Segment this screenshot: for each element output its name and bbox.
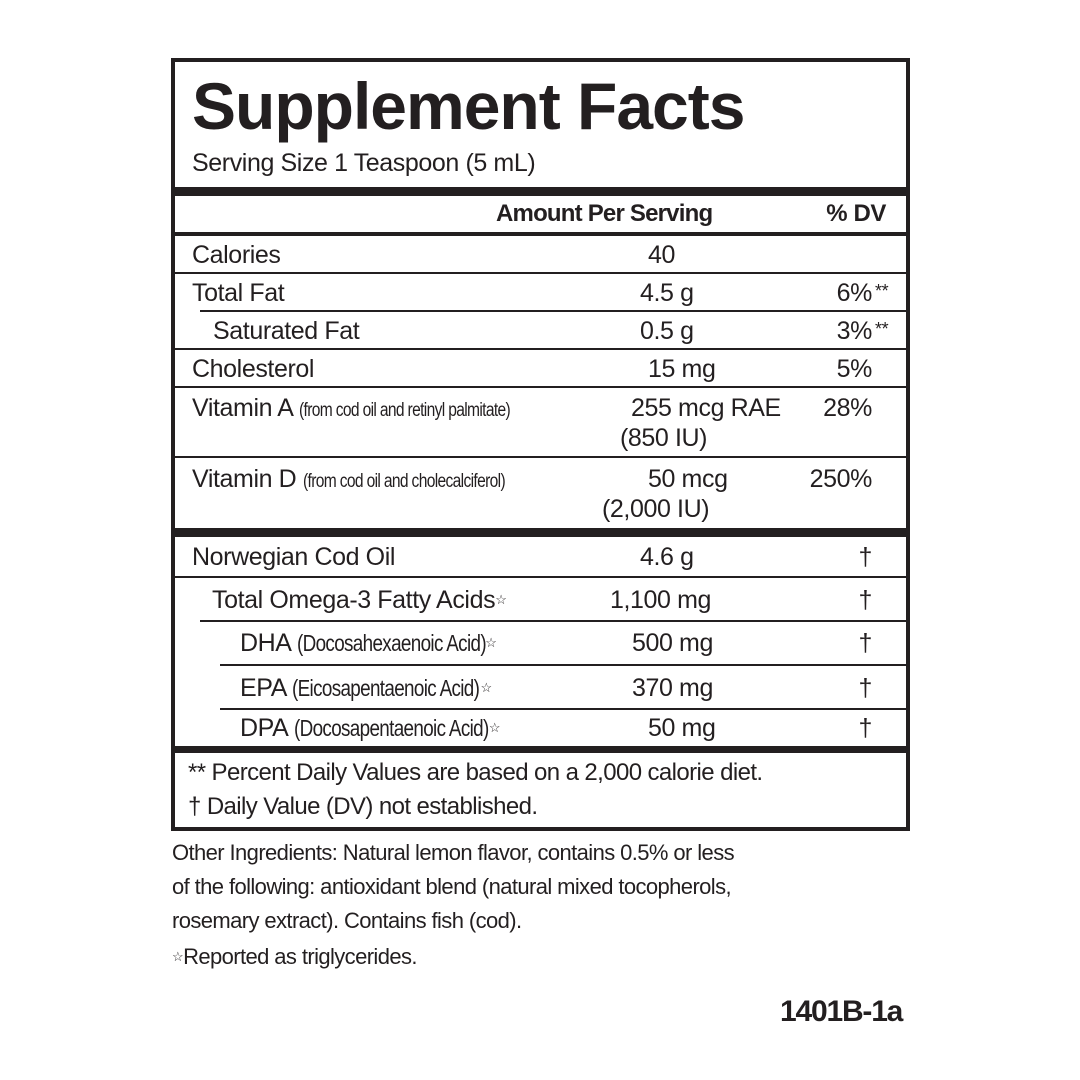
ingredient-detail: (Docosapentaenoic Acid) bbox=[293, 715, 489, 741]
row-rule bbox=[200, 310, 906, 312]
ingredient-name: Norwegian Cod Oil bbox=[192, 543, 396, 571]
other-ingredients-line: of the following: antioxidant blend (nat… bbox=[172, 874, 732, 899]
footnote-dagger: † Daily Value (DV) not established. bbox=[188, 793, 538, 820]
nutrient-name: Calories bbox=[192, 241, 281, 269]
row-rule bbox=[175, 272, 906, 274]
nutrient-name: Cholesterol bbox=[192, 355, 315, 383]
nutrient-dv-mark: ** bbox=[875, 281, 889, 301]
serving-size: Serving Size 1 Teaspoon (5 mL) bbox=[192, 149, 536, 177]
ingredient-amount: 370 mg bbox=[632, 674, 713, 702]
ingredient-amount: 500 mg bbox=[632, 629, 713, 657]
ingredient-detail: (Eicosapentaenoic Acid) bbox=[292, 675, 480, 701]
facts-panel-border bbox=[171, 58, 910, 831]
nutrient-amount: 15 mg bbox=[648, 355, 716, 383]
footnote-dv: ** Percent Daily Values are based on a 2… bbox=[188, 759, 763, 786]
page-title: Supplement Facts bbox=[192, 69, 745, 143]
star-icon: ☆ bbox=[480, 680, 493, 695]
row-rule bbox=[175, 348, 906, 350]
ingredient-name: DPA bbox=[240, 714, 287, 742]
divider bbox=[171, 232, 910, 236]
row-rule bbox=[200, 620, 906, 622]
star-icon: ☆ bbox=[172, 949, 184, 964]
triglyceride-note: Reported as triglycerides. bbox=[183, 944, 417, 969]
nutrient-name: Total Fat bbox=[192, 279, 285, 307]
ingredient-amount: 1,100 mg bbox=[610, 586, 712, 614]
product-code: 1401B-1a bbox=[780, 995, 903, 1028]
nutrient-amount: 40 bbox=[648, 241, 676, 269]
nutrient-dv: 6% bbox=[836, 279, 873, 307]
star-icon: ☆ bbox=[485, 635, 497, 650]
star-icon: ☆ bbox=[495, 592, 507, 607]
ingredient-name: DHA bbox=[240, 629, 291, 657]
nutrient-amount-iu: (850 IU) bbox=[620, 424, 708, 452]
ingredient-name: Total Omega-3 Fatty Acids bbox=[212, 586, 496, 614]
nutrient-dv-mark: ** bbox=[875, 319, 889, 339]
nutrient-amount-iu: (2,000 IU) bbox=[602, 495, 710, 523]
row-rule bbox=[175, 386, 906, 388]
thick-divider bbox=[171, 746, 910, 753]
nutrient-name: Vitamin A bbox=[192, 394, 293, 422]
ingredient-amount: 4.6 g bbox=[640, 543, 694, 571]
nutrient-dv: 250% bbox=[809, 465, 873, 493]
nutrient-amount: 0.5 g bbox=[640, 317, 694, 345]
nutrient-name: Saturated Fat bbox=[213, 317, 360, 345]
ingredient-amount: 50 mg bbox=[648, 714, 716, 742]
nutrient-dv: 28% bbox=[823, 394, 872, 422]
nutrient-amount: 255 mcg RAE bbox=[631, 394, 781, 422]
row-rule bbox=[175, 576, 906, 578]
star-icon: ☆ bbox=[488, 720, 501, 735]
ingredient-dv: † bbox=[858, 629, 872, 657]
nutrient-amount: 4.5 g bbox=[640, 279, 694, 307]
dv-header: % DV bbox=[826, 200, 886, 227]
row-rule bbox=[220, 664, 906, 666]
ingredient-dv: † bbox=[858, 674, 872, 702]
ingredient-dv: † bbox=[858, 714, 872, 742]
row-rule bbox=[220, 708, 906, 710]
nutrient-source: (from cod oil and retinyl palmitate) bbox=[298, 400, 511, 421]
other-ingredients-line: rosemary extract). Contains fish (cod). bbox=[172, 908, 522, 933]
ingredient-name: EPA bbox=[240, 674, 286, 702]
thick-divider bbox=[171, 187, 910, 196]
other-ingredients-line: Other Ingredients: Natural lemon flavor,… bbox=[172, 840, 735, 865]
amount-header: Amount Per Serving bbox=[496, 200, 713, 227]
nutrient-amount: 50 mcg bbox=[648, 465, 728, 493]
ingredient-dv: † bbox=[858, 543, 872, 571]
nutrient-dv: 3% bbox=[836, 317, 873, 345]
row-rule bbox=[175, 456, 906, 458]
ingredient-detail: (Docosahexaenoic Acid) bbox=[296, 630, 487, 656]
nutrient-source: (from cod oil and cholecalciferol) bbox=[302, 471, 506, 492]
nutrient-dv: 5% bbox=[836, 355, 873, 383]
ingredient-dv: † bbox=[858, 586, 872, 614]
nutrient-name: Vitamin D bbox=[192, 465, 297, 493]
thick-divider bbox=[171, 528, 910, 537]
